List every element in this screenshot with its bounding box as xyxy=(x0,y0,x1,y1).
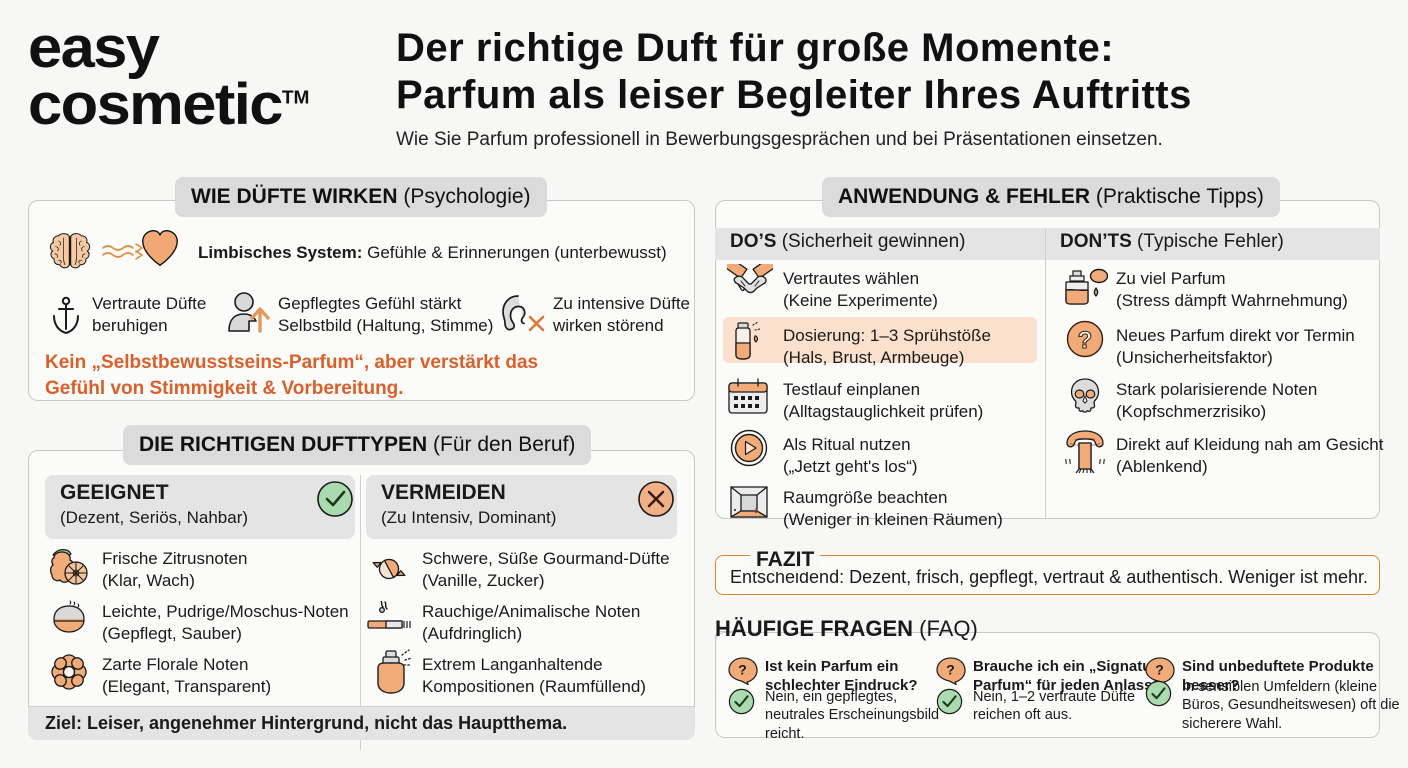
svg-text:?: ? xyxy=(738,662,747,678)
svg-text:?: ? xyxy=(1078,327,1093,354)
svg-text:?: ? xyxy=(1155,662,1164,678)
svg-text:?: ? xyxy=(946,662,955,678)
